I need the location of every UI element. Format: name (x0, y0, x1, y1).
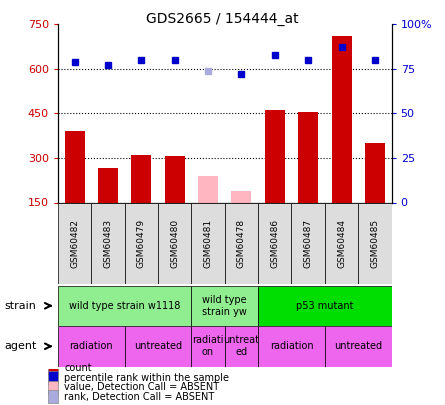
Bar (258, 286, 392, 326)
Text: wild type strain w1118: wild type strain w1118 (69, 301, 180, 311)
Bar (49, 371, 58, 384)
Bar (49, 390, 58, 403)
Text: count: count (64, 363, 92, 373)
Text: GSM60482: GSM60482 (70, 219, 79, 267)
Bar (191, 326, 225, 367)
Text: p53 mutant: p53 mutant (296, 301, 354, 311)
Bar (325, 326, 392, 367)
Text: GSM60486: GSM60486 (270, 218, 279, 268)
Bar (332, 36, 352, 202)
Text: percentile rank within the sample: percentile rank within the sample (64, 373, 229, 383)
Bar (49, 381, 58, 394)
Text: agent: agent (4, 341, 37, 351)
Bar (225, 326, 258, 367)
Bar (298, 112, 318, 202)
Text: GSM60481: GSM60481 (203, 218, 213, 268)
Text: value, Detection Call = ABSENT: value, Detection Call = ABSENT (64, 382, 219, 392)
Text: untreat
ed: untreat ed (223, 335, 259, 357)
Text: untreated: untreated (134, 341, 182, 351)
Bar (91, 202, 125, 284)
Bar (58, 202, 91, 284)
Bar (165, 156, 185, 202)
Bar (225, 202, 258, 284)
Text: radiati
on: radiati on (192, 335, 224, 357)
Bar (291, 202, 325, 284)
Bar (49, 362, 58, 375)
Text: GSM60485: GSM60485 (370, 218, 380, 268)
Bar (58, 326, 125, 367)
Text: wild type
strain yw: wild type strain yw (202, 295, 247, 317)
Text: GSM60480: GSM60480 (170, 218, 179, 268)
Text: rank, Detection Call = ABSENT: rank, Detection Call = ABSENT (64, 392, 214, 402)
Text: GSM60479: GSM60479 (137, 218, 146, 268)
Bar (198, 176, 218, 202)
Bar (358, 202, 392, 284)
Bar (125, 326, 191, 367)
Text: GDS2665 / 154444_at: GDS2665 / 154444_at (146, 12, 299, 26)
Text: strain: strain (4, 301, 36, 311)
Text: GSM60483: GSM60483 (103, 218, 113, 268)
Bar (158, 202, 191, 284)
Bar (191, 286, 258, 326)
Bar (365, 143, 385, 202)
Bar (191, 202, 225, 284)
Bar (258, 202, 291, 284)
Bar (125, 202, 158, 284)
Text: GSM60484: GSM60484 (337, 219, 346, 267)
Bar (98, 168, 118, 202)
Bar (131, 155, 151, 202)
Bar (265, 111, 285, 202)
Bar (65, 131, 85, 202)
Bar (231, 191, 251, 202)
Text: radiation: radiation (69, 341, 113, 351)
Text: untreated: untreated (334, 341, 382, 351)
Text: radiation: radiation (270, 341, 313, 351)
Text: GSM60487: GSM60487 (303, 218, 313, 268)
Bar (258, 326, 325, 367)
Bar (58, 286, 191, 326)
Text: GSM60478: GSM60478 (237, 218, 246, 268)
Bar (325, 202, 358, 284)
